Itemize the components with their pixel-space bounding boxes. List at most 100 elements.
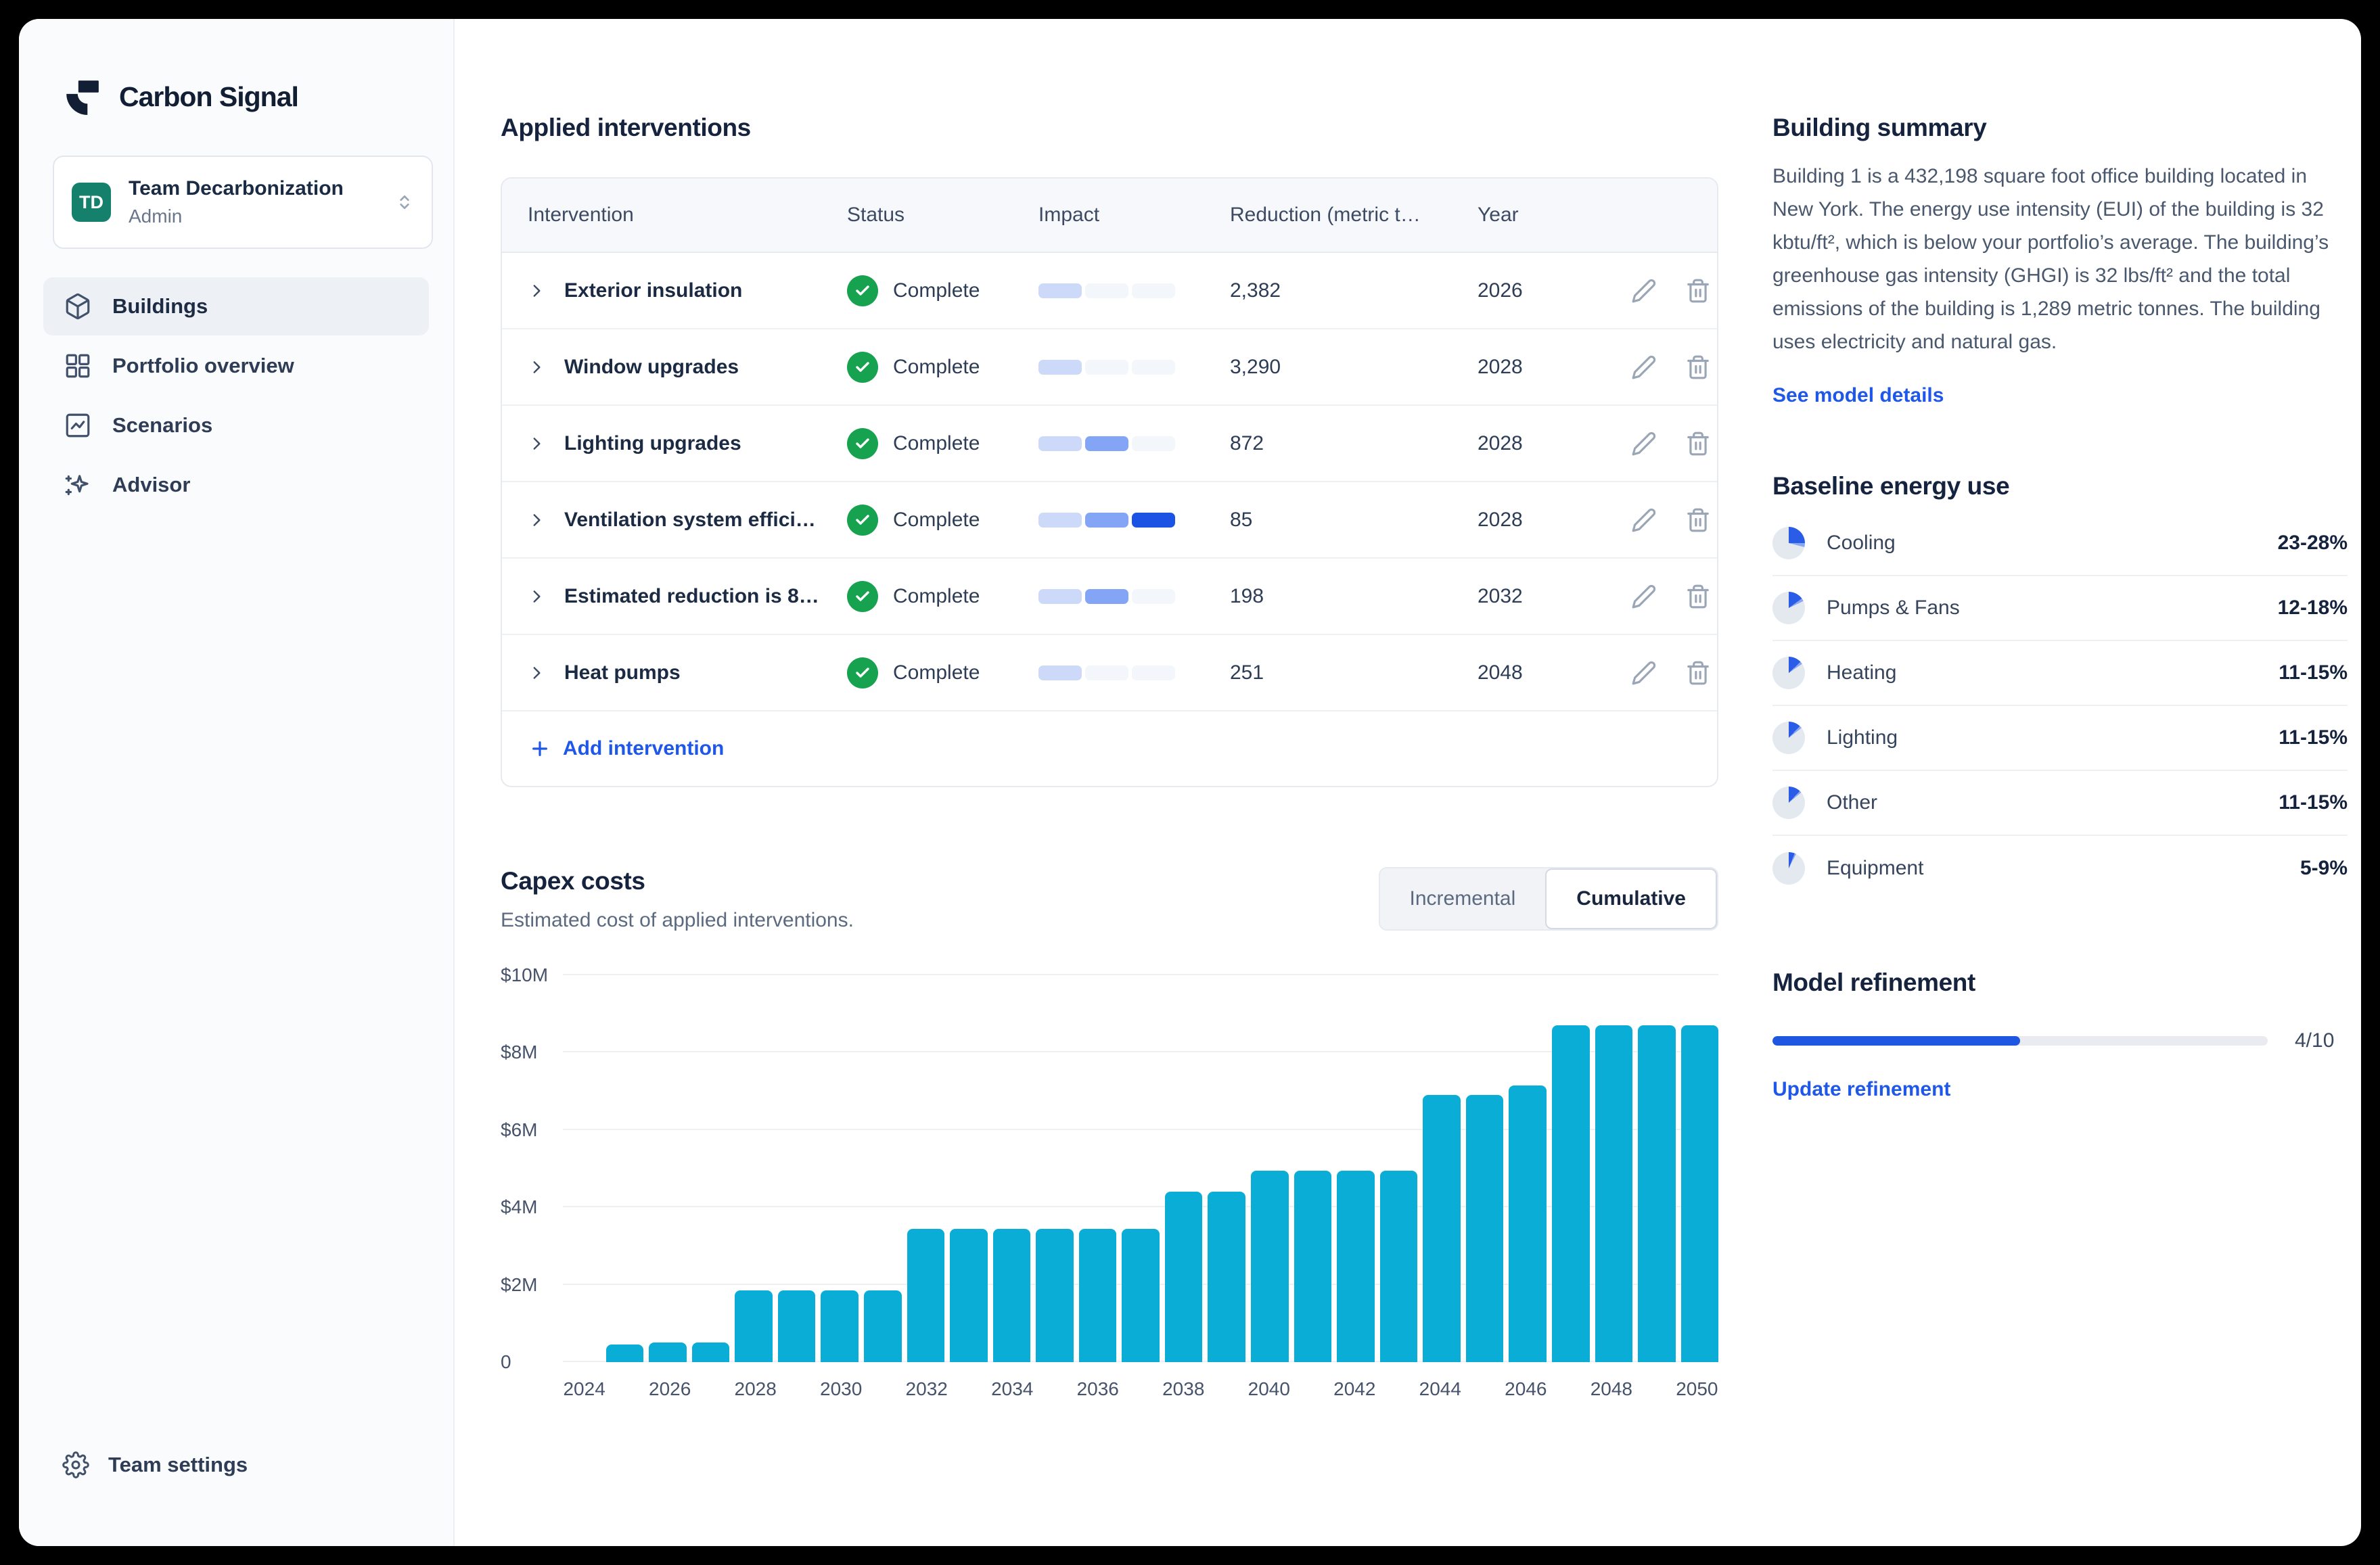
status-label: Complete — [893, 508, 980, 531]
see-model-details-link[interactable]: See model details — [1772, 384, 1944, 406]
refinement-progress-fill — [1772, 1036, 2020, 1046]
edit-intervention-button[interactable] — [1631, 354, 1657, 380]
edit-intervention-button[interactable] — [1631, 660, 1657, 686]
y-tick-label: $6M — [501, 1119, 538, 1140]
x-tick-label: 2034 — [991, 1378, 1034, 1399]
table-row: Heat pumps Complete 251 2048 — [502, 635, 1717, 711]
gear-icon — [62, 1451, 89, 1478]
chevron-up-down-icon — [400, 195, 409, 209]
sidebar-nav: Buildings Portfolio overview Scenarios Advi… — [43, 277, 429, 515]
delete-intervention-button[interactable] — [1685, 278, 1711, 304]
app-window: Carbon Signal TD Team Decarbonization Ad… — [19, 19, 2361, 1546]
impact-segment — [1038, 512, 1082, 528]
column-header-intervention: Intervention — [528, 204, 634, 226]
edit-intervention-button[interactable] — [1631, 431, 1657, 457]
impact-segment — [1132, 436, 1175, 451]
impact-segment — [1085, 665, 1128, 680]
table-footer: Add intervention — [502, 711, 1717, 786]
capex-bar — [735, 1290, 773, 1362]
expand-row-icon[interactable] — [528, 588, 545, 605]
x-tick-label: 2028 — [734, 1378, 777, 1399]
table-header: Intervention Status Impact Reduction (me… — [502, 179, 1717, 253]
sidebar-item-team-settings[interactable]: Team settings — [62, 1451, 248, 1478]
x-tick-label: 2026 — [648, 1378, 691, 1399]
year-value: 2028 — [1478, 431, 1523, 454]
capex-chart: 0 $2M $4M $6M $8M $10M 2024 2026 2028 2030 2032 20… — [501, 964, 1719, 1423]
edit-intervention-button[interactable] — [1631, 278, 1657, 304]
update-refinement-link[interactable]: Update refinement — [1772, 1078, 1951, 1100]
add-intervention-button[interactable]: Add intervention — [529, 737, 724, 760]
status-label: Complete — [893, 279, 980, 302]
status-label: Complete — [893, 584, 980, 607]
energy-value: 5-9% — [2299, 857, 2348, 879]
status-complete-icon — [847, 580, 878, 612]
sidebar-item-label: Buildings — [112, 294, 208, 318]
team-selector[interactable]: TD Team Decarbonization Admin — [53, 156, 433, 249]
interventions-table: Intervention Status Impact Reduction (me… — [501, 177, 1718, 787]
team-role: Admin — [129, 206, 183, 227]
energy-label: Cooling — [1827, 532, 1896, 554]
capex-bar — [1251, 1170, 1289, 1362]
pie-icon — [1772, 852, 1805, 885]
expand-row-icon[interactable] — [528, 511, 545, 529]
sidebar-item-advisor[interactable]: Advisor — [43, 456, 429, 514]
grid-icon — [64, 352, 92, 380]
capex-bar — [649, 1342, 687, 1362]
capex-bar — [1509, 1085, 1547, 1362]
energy-list-item: Other 11-15% — [1772, 771, 2348, 836]
edit-intervention-button[interactable] — [1631, 507, 1657, 533]
expand-row-icon[interactable] — [528, 435, 545, 452]
reduction-value: 251 — [1230, 661, 1264, 684]
impact-meter — [1021, 436, 1212, 451]
building-summary-text: Building 1 is a 432,198 square foot offi… — [1772, 165, 2329, 353]
sidebar-item-buildings[interactable]: Buildings — [43, 277, 429, 335]
building-summary-title: Building summary — [1772, 114, 1987, 141]
energy-value: 11-15% — [2279, 661, 2348, 684]
expand-row-icon[interactable] — [528, 282, 545, 300]
impact-segment — [1132, 359, 1175, 375]
bars — [563, 975, 1719, 1362]
sidebar-item-label: Advisor — [112, 473, 191, 496]
expand-row-icon[interactable] — [528, 664, 545, 682]
capex-bar — [777, 1290, 816, 1362]
intervention-name: Heat pumps — [564, 661, 681, 684]
impact-segment — [1038, 588, 1082, 604]
status-complete-icon — [847, 351, 878, 383]
pie-icon — [1772, 787, 1805, 819]
capex-title: Capex costs — [501, 867, 645, 895]
impact-segment — [1038, 359, 1082, 375]
impact-meter — [1021, 283, 1212, 298]
column-header-status: Status — [829, 204, 1021, 227]
x-tick-label: 2050 — [1676, 1378, 1718, 1399]
intervention-name: Window upgrades — [564, 355, 739, 378]
capex-bar — [1164, 1192, 1203, 1362]
sidebar-item-label: Portfolio overview — [112, 354, 294, 377]
edit-intervention-button[interactable] — [1631, 584, 1657, 609]
toggle-incremental[interactable]: Incremental — [1380, 868, 1546, 929]
intervention-name: Estimated reduction is 8… — [564, 584, 819, 607]
delete-intervention-button[interactable] — [1685, 507, 1711, 533]
expand-row-icon[interactable] — [528, 358, 545, 376]
delete-intervention-button[interactable] — [1685, 584, 1711, 609]
capex-bar — [1595, 1025, 1633, 1362]
y-tick-label: $4M — [501, 1196, 538, 1218]
delete-intervention-button[interactable] — [1685, 431, 1711, 457]
capex-bar — [1465, 1095, 1504, 1362]
impact-segment — [1132, 665, 1175, 680]
year-value: 2028 — [1478, 355, 1523, 378]
x-tick-label: 2046 — [1505, 1378, 1547, 1399]
delete-intervention-button[interactable] — [1685, 354, 1711, 380]
capex-bar — [821, 1290, 859, 1362]
y-tick-label: $10M — [501, 964, 549, 985]
energy-label: Equipment — [1827, 857, 1924, 879]
delete-intervention-button[interactable] — [1685, 660, 1711, 686]
gridline — [563, 1051, 1718, 1053]
reduction-value: 85 — [1230, 508, 1253, 531]
sidebar-item-portfolio-overview[interactable]: Portfolio overview — [43, 337, 429, 395]
impact-segment — [1132, 283, 1175, 298]
impact-segment — [1038, 665, 1082, 680]
toggle-cumulative[interactable]: Cumulative — [1545, 868, 1717, 929]
year-value: 2028 — [1478, 508, 1523, 531]
capex-subtitle: Estimated cost of applied interventions. — [501, 909, 854, 931]
sidebar-item-scenarios[interactable]: Scenarios — [43, 396, 429, 454]
